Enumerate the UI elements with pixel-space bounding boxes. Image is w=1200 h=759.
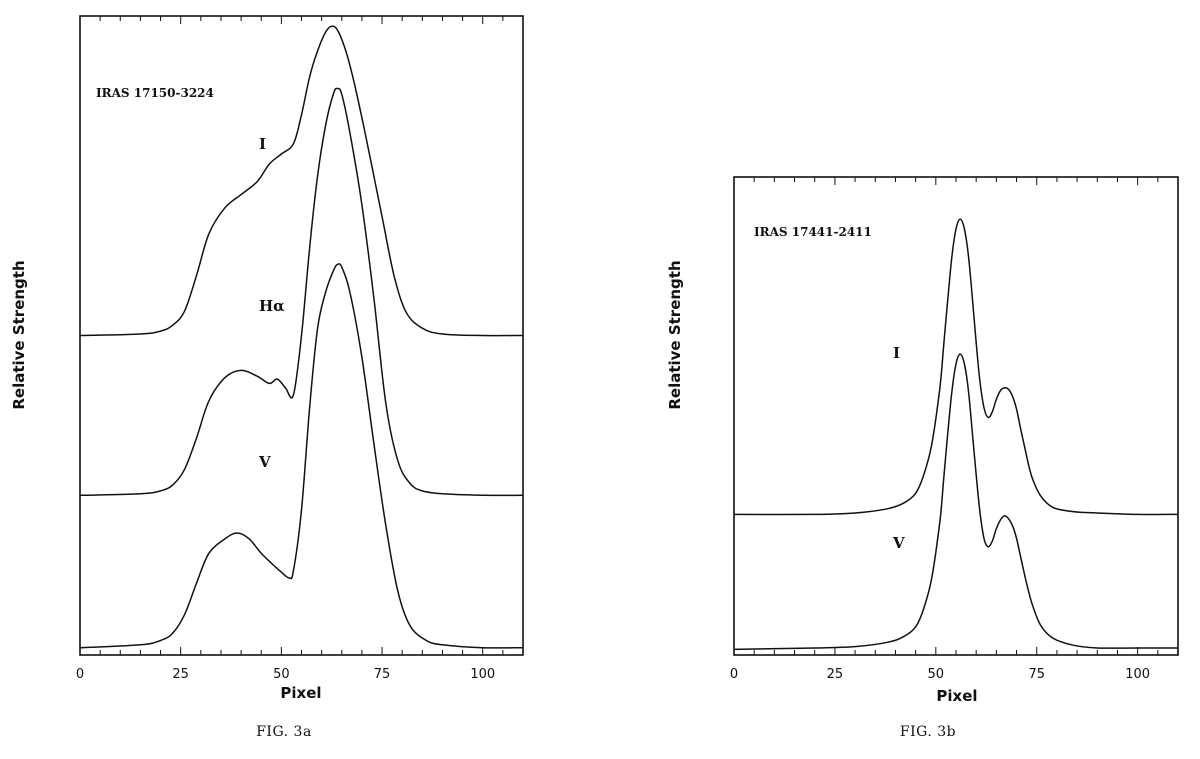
curves-3b: [733, 218, 1179, 651]
x-tick-label-3b: 100: [1125, 667, 1150, 682]
x-tick-label-3a: 75: [374, 667, 391, 682]
tick-marks-3a: [79, 16, 524, 655]
x-tick-label-3a: 100: [470, 667, 495, 682]
x-tick-label-3b: 25: [827, 667, 844, 682]
series-label-V-3b: V: [892, 534, 905, 552]
x-tick-label-3a: 0: [76, 667, 84, 682]
x-tick-label-3b: 75: [1028, 667, 1045, 682]
x-tick-labels-3b: 0 25 50 75 100: [730, 667, 1150, 682]
chart-panel-3a: 0 25 50 75 100 IRAS 17150-3224 I Hα V Pixel …: [10, 15, 524, 740]
series-line-I-3a: [79, 25, 524, 337]
x-axis-label-3a: Pixel: [280, 684, 321, 702]
series-line-Ha-3a: [79, 87, 524, 497]
series-line-V-3b: [733, 353, 1178, 651]
chart-panel-3b: 0 25 50 75 100 IRAS 17441-2411 I V Pixel Rel…: [666, 176, 1179, 740]
x-tick-label-3a: 25: [172, 667, 189, 682]
tick-marks-3b: [733, 177, 1179, 655]
x-tick-label-3b: 50: [928, 667, 945, 682]
chart-title-3b: IRAS 17441-2411: [754, 225, 872, 239]
series-label-I-3b: I: [893, 344, 900, 362]
series-line-I-3b: [733, 218, 1179, 516]
series-label-I-3a: I: [259, 135, 266, 153]
x-tick-labels-3a: 0 25 50 75 100: [76, 667, 495, 682]
curves-3a: [79, 25, 524, 649]
series-label-Ha-3a: Hα: [259, 297, 285, 315]
figure-caption-3b: FIG. 3b: [900, 724, 956, 740]
series-label-V-3a: V: [258, 453, 271, 471]
chart-title-3a: IRAS 17150-3224: [96, 86, 214, 100]
figure-caption-3a: FIG. 3a: [256, 724, 312, 740]
x-tick-label-3b: 0: [730, 667, 738, 682]
series-line-V-3a: [79, 263, 524, 649]
x-axis-label-3b: Pixel: [936, 687, 977, 705]
x-tick-label-3a: 50: [273, 667, 290, 682]
y-axis-label-3b: Relative Strength: [666, 260, 684, 409]
y-axis-label-3a: Relative Strength: [10, 260, 28, 409]
plot-frame-3b: [733, 176, 1179, 656]
